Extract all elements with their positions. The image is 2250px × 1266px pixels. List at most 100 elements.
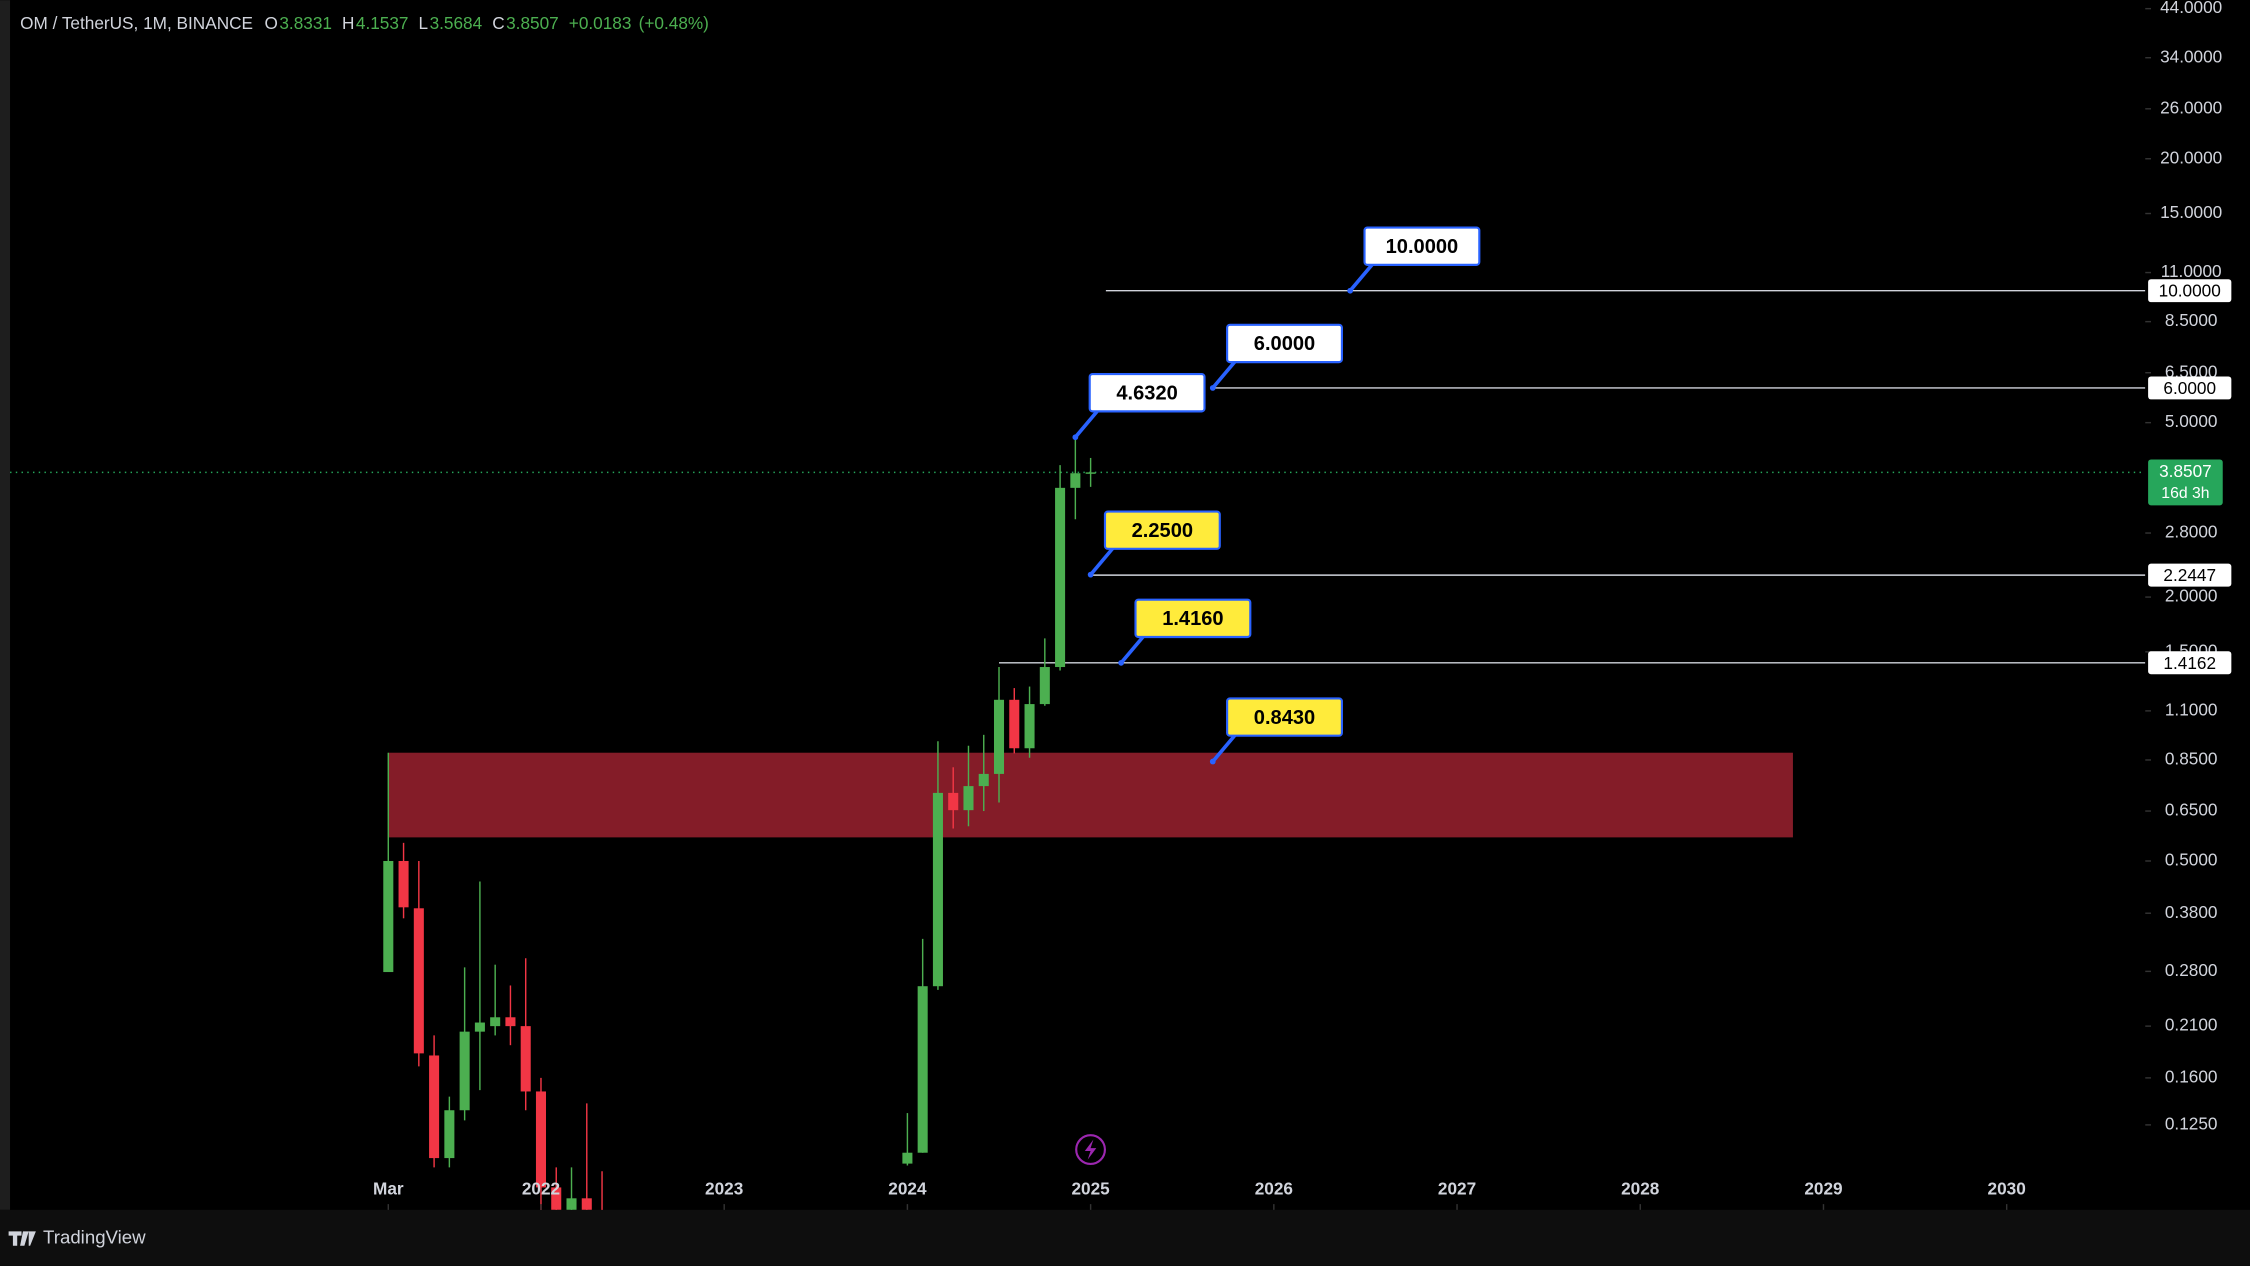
callout-label: 1.4160 [1162,608,1223,630]
callout-box [1103,510,1221,550]
callout-pointer [1211,733,1238,763]
y-tick-label: 11.0000 [2161,261,2222,281]
level-tag-label: 2.2447 [2163,565,2216,585]
callout-anchor [1118,659,1125,666]
price-tag-countdown: 16d 3h [2161,485,2209,502]
x-tick-label: 2022 [522,1178,560,1198]
support-zone [388,752,1793,838]
callout-pointer [1119,634,1146,664]
callout-label: 10.0000 [1386,236,1459,258]
callout-anchor [1209,758,1216,765]
candle-body [1070,473,1081,488]
candle-body [535,1091,546,1188]
ohlc-key: O [265,13,278,33]
callout-pointer [1211,359,1238,390]
y-tick-label: 0.6500 [2165,800,2218,820]
candle-body [520,1026,531,1092]
ohlc-value: 3.8331 [279,13,332,33]
callout-box [1088,372,1206,413]
left-border [0,0,11,1210]
y-tick-label: 0.1600 [2165,1066,2218,1086]
x-tick-label: 2026 [1255,1178,1293,1198]
lightning-icon[interactable] [1075,1134,1106,1166]
candle-body [1009,699,1020,749]
price-axis: 44.0000 34.0000 26.0000 20.0000 15.0000 11.00… [373,0,2222,1210]
y-tick-label: 8.5000 [2165,310,2218,330]
candle-body [1039,667,1050,705]
x-tick-label: 2029 [1804,1178,1842,1198]
candle-body [597,1209,608,1210]
x-tick-label: Mar [373,1178,404,1198]
x-tick-label: 2027 [1438,1178,1476,1198]
candle-body [993,699,1005,774]
callout-label: 0.8430 [1254,707,1315,729]
candle-body [1055,487,1066,668]
y-tick-label: 0.2800 [2165,960,2218,980]
x-tick-label: 2028 [1621,1178,1660,1198]
callout-anchor [1072,434,1079,441]
callout-anchor [1347,287,1354,294]
level-tag-label: 10.0000 [2159,281,2221,301]
y-tick-label: 0.3800 [2165,902,2218,922]
y-tick-label: 15.0000 [2160,202,2222,222]
footer-logo: TradingView [8,1226,146,1247]
y-tick-label: 2.8000 [2165,522,2218,542]
x-tick-label: 2024 [888,1178,927,1198]
plot-area [10,289,2146,1210]
callout-box [1134,598,1252,639]
ohlc-key: H [342,13,354,33]
callout-box [1363,226,1481,266]
y-tick-label: 1.1000 [2165,699,2218,719]
callout-pointer [1073,408,1100,439]
candle-body [581,1198,592,1210]
candle-body [474,1022,485,1032]
footer-bar [0,1209,2250,1266]
price-tag [2148,459,2223,506]
candle-body [902,1152,913,1164]
level-tag [2148,376,2232,400]
y-tick-label: 0.8500 [2165,749,2218,769]
candle-body [429,1055,440,1159]
callout-box [1226,697,1343,737]
y-tick-label: 2.0000 [2165,586,2218,606]
chart-title: OM / TetherUS, 1M, BINANCE [20,13,253,33]
callout-label: 6.0000 [1254,333,1315,355]
callout-anchor [1087,571,1094,578]
candle-body [948,792,959,811]
change-pct: (+0.48%) [639,13,709,33]
candle-body [1024,704,1035,749]
x-tick-label: 2023 [705,1178,743,1198]
candle-body [398,860,409,908]
ohlc-key: C [492,13,504,33]
callout-label: 4.6320 [1116,382,1177,404]
y-tick-label: 6.5000 [2165,361,2218,381]
callout-pointer [1089,546,1115,576]
callout-box [1226,323,1343,364]
candle-body [505,1017,516,1027]
level-tag-label: 6.0000 [2163,378,2216,398]
candle-body [413,908,424,1054]
candle-body [566,1198,577,1210]
callout-label: 2.2500 [1132,520,1193,542]
x-tick-label: 2030 [1988,1178,2026,1198]
callout-pointer [1348,262,1375,292]
candle-body [444,1110,455,1159]
level-tag [2148,563,2232,587]
level-tag [2148,279,2232,303]
candle-body [917,986,928,1153]
ohlc-value: 3.8507 [506,13,559,33]
y-tick-label: 0.2100 [2165,1015,2218,1035]
y-tick-label: 44.0000 [2160,0,2222,17]
candle-body [978,773,989,787]
y-tick-label: 0.1250 [2165,1113,2218,1133]
x-tick-label: 2025 [1071,1178,1110,1198]
candle-body [932,792,943,987]
callout-anchor [1209,385,1216,391]
y-tick-label: 26.0000 [2160,97,2222,117]
overlays: 10.0000 6.0000 2.2447 1.4162 3.8507 16d 3h 10.… [1072,226,2232,765]
level-tag-label: 1.4162 [2163,653,2216,673]
y-tick-label: 34.0000 [2160,46,2222,66]
footer-brand: TradingView [43,1226,146,1247]
